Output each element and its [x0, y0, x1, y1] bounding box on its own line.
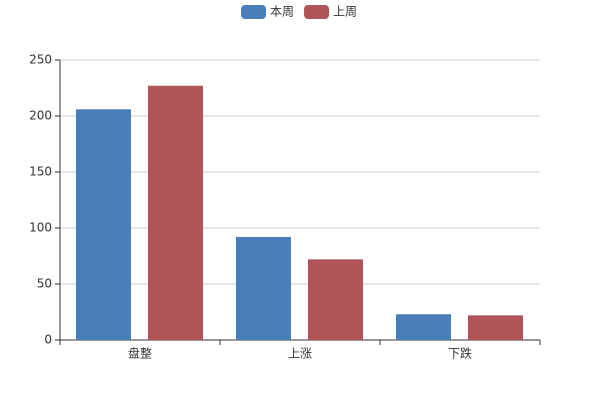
legend-swatch[interactable] — [304, 5, 330, 19]
y-tick-label: 250 — [29, 53, 52, 67]
x-tick-label: 上涨 — [288, 346, 312, 361]
y-tick-label: 200 — [29, 109, 52, 123]
x-tick-label: 盘整 — [128, 346, 152, 361]
y-tick-label: 50 — [37, 277, 52, 291]
bar — [468, 315, 523, 340]
y-tick-label: 0 — [44, 333, 52, 347]
legend-label[interactable]: 本周 — [270, 5, 294, 19]
y-tick-label: 100 — [29, 221, 52, 235]
x-tick-label: 下跌 — [448, 346, 472, 361]
bar — [236, 236, 291, 340]
bar — [148, 85, 203, 340]
y-tick-label: 150 — [29, 165, 52, 179]
bar — [76, 109, 131, 340]
legend-swatch[interactable] — [241, 5, 266, 19]
bar — [396, 314, 451, 340]
legend-label[interactable]: 上周 — [333, 5, 357, 19]
bar — [308, 259, 363, 340]
